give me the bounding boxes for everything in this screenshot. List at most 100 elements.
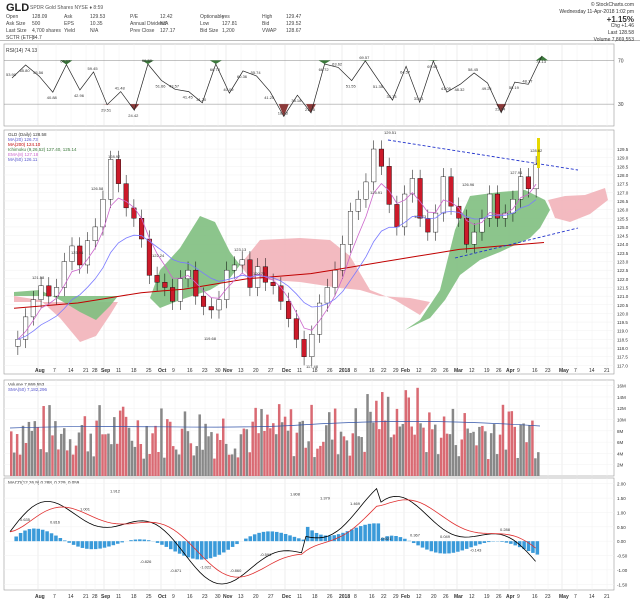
x-label-1: 7 <box>53 368 56 374</box>
price-tick-20: 119.5 <box>617 320 628 325</box>
macd-annotation-16: 0.288 <box>500 527 511 532</box>
x-label-13: 30 <box>215 368 221 374</box>
symbol: GLD <box>6 2 30 14</box>
price-tick-17: 121.0 <box>617 294 629 299</box>
price-tick-5: 127.0 <box>617 190 629 195</box>
macd-hist-12 <box>63 540 67 542</box>
volume-bar-162 <box>487 459 490 476</box>
macd-hist-57 <box>261 531 266 542</box>
price-tick-25: 117.0 <box>617 363 628 368</box>
macd-hist-39 <box>182 541 186 556</box>
price-tick-4: 127.5 <box>617 182 629 187</box>
stat-2-0: Low <box>200 21 210 27</box>
volume-bar-177 <box>531 420 534 476</box>
x-label-bottom-18: Dec <box>282 594 291 600</box>
macd-hist-58 <box>266 531 270 542</box>
macd-annotation-14: 0.049 <box>440 534 451 539</box>
volume-bar-175 <box>525 442 528 476</box>
macd-hist-76 <box>345 531 350 542</box>
volume-bar-82 <box>251 421 254 476</box>
macd-hist-91 <box>411 541 416 544</box>
volume-bar-20 <box>68 439 72 476</box>
x-label-bottom-0: Aug <box>35 594 45 600</box>
volume-tick-6: 4M <box>617 451 624 456</box>
price-tick-13: 123.0 <box>617 260 629 265</box>
volume-bar-129 <box>389 437 393 476</box>
x-label-bottom-36: 9 <box>517 594 520 600</box>
volume-bar-164 <box>492 424 496 476</box>
x-label-9: Oct <box>158 368 167 374</box>
stat-3-0: Prev Close <box>130 28 155 34</box>
macd-hist-17 <box>85 541 89 549</box>
macd-annotation-12: -0.021 <box>380 536 392 541</box>
volume-bar-79 <box>242 428 246 476</box>
rsi-annotation-3: 40.88 <box>47 95 58 100</box>
macd-hist-111 <box>500 541 504 542</box>
price-tick-11: 124.0 <box>617 242 629 247</box>
x-label-bottom-15: 13 <box>238 594 244 600</box>
candle-35 <box>286 301 292 319</box>
volume-bar-132 <box>398 426 402 476</box>
candle-66 <box>525 176 531 190</box>
volume-bar-174 <box>522 423 525 476</box>
macd-hist-81 <box>367 523 372 542</box>
stat-1-2: Ask Size <box>6 21 26 27</box>
x-label-bottom-16: 20 <box>253 594 259 600</box>
trendline-upper <box>387 139 579 171</box>
volume-bar-104 <box>316 448 319 476</box>
candle-53 <box>425 218 431 233</box>
volume-bar-47 <box>148 454 151 476</box>
price-tick-3: 128.0 <box>617 173 629 178</box>
volume-bar-34 <box>110 444 113 476</box>
rsi-annotation-19: 41.25 <box>264 95 275 100</box>
volume-bar-23 <box>77 432 81 476</box>
candle-37 <box>301 339 307 357</box>
x-label-16: 20 <box>253 368 259 374</box>
volume-bar-92 <box>280 422 284 476</box>
macd-hist-86 <box>389 535 394 542</box>
volume-bar-0 <box>10 431 13 476</box>
macd-hist-3 <box>23 530 27 542</box>
price-annotation-1: 128.92 <box>108 154 121 159</box>
volume-bar-173 <box>519 424 522 476</box>
rsi-label: RSI(14) 74.13 <box>6 48 37 54</box>
volume-bar-73 <box>224 443 228 476</box>
macd-hist-11 <box>58 538 63 542</box>
stat-2-4: Last Size <box>6 28 27 34</box>
candle-45 <box>363 181 369 200</box>
x-label-bottom-4: 28 <box>92 594 98 600</box>
macd-annotation-2: 1.001 <box>80 506 91 511</box>
macd-hist-64 <box>292 536 297 542</box>
candle-51 <box>409 178 415 195</box>
volume-bar-45 <box>142 458 146 476</box>
volume-bar-143 <box>431 429 434 476</box>
macd-hist-116 <box>522 541 526 550</box>
x-label-8: 25 <box>146 368 152 374</box>
candle-39 <box>317 302 323 335</box>
candle-61 <box>487 193 493 219</box>
macd-hist-99 <box>447 541 451 554</box>
volume-bar-25 <box>83 416 87 476</box>
rsi-overbought-fill-23 <box>318 60 331 64</box>
candle-60 <box>479 218 485 233</box>
x-label-bottom-2: 14 <box>68 594 74 600</box>
macd-hist-51 <box>235 541 239 545</box>
macd-hist-23 <box>111 541 116 546</box>
price-tick-22: 118.5 <box>617 337 628 342</box>
macd-annotation-1: 0.816 <box>50 520 61 525</box>
volume-sma-line <box>9 421 541 429</box>
x-label-29: 20 <box>431 368 437 374</box>
x-label-6: 11 <box>116 368 121 374</box>
volume-bar-140 <box>422 427 425 476</box>
macd-annotation-11: 1.469 <box>350 501 361 506</box>
volume-bar-179 <box>537 452 540 476</box>
price-tick-10: 124.5 <box>617 234 629 239</box>
macd-tick-3: 0.50 <box>617 525 626 530</box>
stat-1-7: N/A <box>160 21 169 27</box>
volume-bar-130 <box>392 434 396 476</box>
volume-bar-85 <box>260 409 263 476</box>
macd-hist-103 <box>464 541 469 549</box>
rsi-annotation-22: 21.95 <box>305 107 316 112</box>
